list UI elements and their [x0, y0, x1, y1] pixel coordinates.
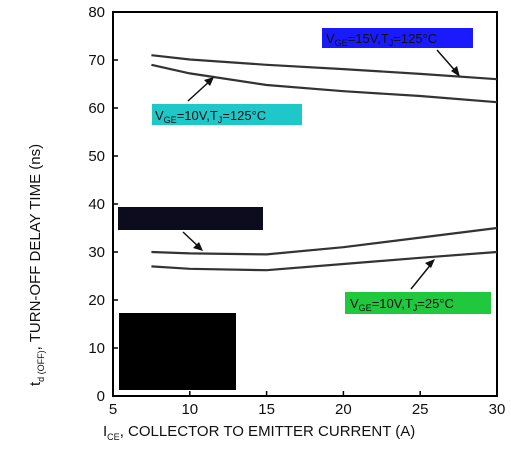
redacted-legend-box: [119, 313, 236, 390]
x-tick-label: 15: [258, 401, 275, 418]
annotation-arrowhead: [204, 77, 214, 86]
x-tick-label: 5: [109, 401, 117, 418]
y-tick-label: 40: [88, 196, 105, 213]
y-axis-ticks: 0 10 20 30 40 50 60 70 80: [88, 4, 118, 405]
redacted-label-box: [118, 207, 263, 230]
series-line-1: [151, 54, 498, 81]
annotation-vge10-tj125: VGE=10V,TJ=125°C: [152, 77, 302, 125]
y-tick-label: 80: [88, 4, 105, 21]
series-line-4: [151, 250, 498, 272]
series-group: [151, 54, 498, 272]
annotation-vge10-tj25: VGE=10V,TJ=25°C: [345, 259, 491, 314]
annotation-arrowhead: [193, 242, 203, 251]
y-tick-label: 10: [88, 340, 105, 357]
x-tick-label: 25: [412, 401, 429, 418]
series-line-2: [151, 63, 498, 104]
x-tick-label: 20: [335, 401, 352, 418]
y-tick-label: 50: [88, 148, 105, 165]
y-tick-label: 0: [97, 388, 105, 405]
y-tick-label: 20: [88, 292, 105, 309]
annotation-label: VGE=10V,TJ=125°C: [155, 108, 266, 125]
x-axis-ticks: 5 10 15 20 25 30: [109, 391, 506, 418]
y-tick-label: 70: [88, 52, 105, 69]
x-tick-label: 10: [181, 401, 198, 418]
annotation-label: VGE=10V,TJ=25°C: [350, 296, 454, 313]
annotation-arrow: [187, 79, 212, 102]
annotation-box: [345, 292, 491, 314]
annotation-box: [152, 104, 302, 125]
annotation-arrow: [410, 262, 433, 290]
annotation-box: [322, 28, 473, 48]
annotation-arrowhead: [451, 66, 460, 77]
annotation-arrowhead: [425, 259, 435, 268]
y-tick-label: 60: [88, 100, 105, 117]
x-tick-label: 30: [489, 401, 506, 418]
series-line-3: [151, 226, 498, 256]
y-axis-title: td (OFF), TURN-OFF DELAY TIME (ns): [27, 144, 46, 386]
x-axis-title: ICE, COLLECTOR TO EMITTER CURRENT (A): [103, 423, 415, 442]
annotation-vge15-tj125: VGE=15V,TJ=125°C: [322, 28, 473, 77]
y-tick-label: 30: [88, 244, 105, 261]
annotation-label: VGE=15V,TJ=125°C: [326, 31, 437, 48]
annotation-redacted-arrow: [182, 231, 203, 251]
